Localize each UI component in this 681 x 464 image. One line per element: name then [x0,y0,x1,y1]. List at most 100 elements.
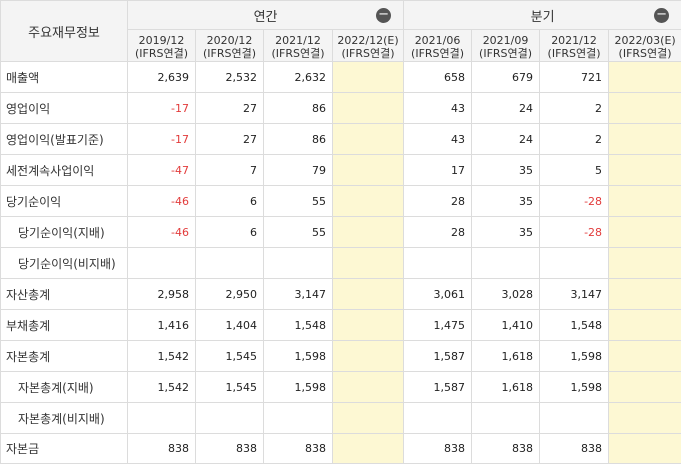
value-cell: 1,618 [472,341,540,372]
value-cell [472,248,540,279]
value-cell: 1,545 [196,372,264,403]
value-cell: 5 [540,155,609,186]
quarter-period-header-estimate: 2022/03(E)(IFRS연결) [609,30,681,62]
period-label: 2022/03(E) [609,34,681,47]
value-cell: -46 [128,217,196,248]
table-row: 자본총계(비지배) [1,403,681,434]
estimate-cell [333,372,404,403]
estimate-cell [609,310,681,341]
value-cell: 86 [264,124,333,155]
period-label: 2022/12(E) [333,34,403,47]
value-cell: 27 [196,93,264,124]
value-cell [196,248,264,279]
row-label: 자본총계(비지배) [1,403,128,434]
value-cell: 55 [264,186,333,217]
row-label: 당기순이익 [1,186,128,217]
annual-period-header: 2020/12(IFRS연결) [196,30,264,62]
value-cell: 2,632 [264,62,333,93]
value-cell: 2 [540,93,609,124]
row-label: 부채총계 [1,310,128,341]
value-cell: 3,147 [540,279,609,310]
value-cell: -28 [540,186,609,217]
estimate-cell [333,186,404,217]
annual-label: 연간 [128,6,403,25]
value-cell [128,248,196,279]
period-label: 2021/12 [264,34,332,47]
value-cell: 2,532 [196,62,264,93]
row-label: 당기순이익(지배) [1,217,128,248]
estimate-cell [609,155,681,186]
value-cell: 1,542 [128,341,196,372]
value-cell: -17 [128,93,196,124]
basis-label: (IFRS연결) [540,47,608,60]
estimate-cell [609,62,681,93]
value-cell: 1,598 [540,372,609,403]
value-cell: 1,548 [540,310,609,341]
row-label: 영업이익 [1,93,128,124]
row-label: 영업이익(발표기준) [1,124,128,155]
period-label: 2020/12 [196,34,263,47]
value-cell: 3,147 [264,279,333,310]
value-cell: 658 [404,62,472,93]
estimate-cell [609,124,681,155]
quarter-period-header: 2021/06(IFRS연결) [404,30,472,62]
period-label: 2021/06 [404,34,471,47]
value-cell: 1,587 [404,372,472,403]
value-cell: -28 [540,217,609,248]
value-cell: 1,598 [264,372,333,403]
quarter-period-header: 2021/12(IFRS연결) [540,30,609,62]
value-cell: 2,639 [128,62,196,93]
annual-collapse-icon[interactable]: − [376,8,391,23]
value-cell: 1,475 [404,310,472,341]
value-cell: 1,416 [128,310,196,341]
value-cell: 721 [540,62,609,93]
value-cell: 2 [540,124,609,155]
estimate-cell [609,341,681,372]
value-cell [540,248,609,279]
basis-label: (IFRS연결) [609,47,681,60]
value-cell: 6 [196,217,264,248]
estimate-cell [333,217,404,248]
table-row: 당기순이익(비지배) [1,248,681,279]
value-cell: 3,028 [472,279,540,310]
row-label: 자본총계(지배) [1,372,128,403]
estimate-cell [333,62,404,93]
estimate-cell [609,403,681,434]
row-label: 자본금 [1,434,128,464]
estimate-cell [609,434,681,464]
value-cell [196,403,264,434]
value-cell [472,403,540,434]
value-cell: 1,598 [540,341,609,372]
estimate-cell [333,434,404,464]
value-cell: 86 [264,93,333,124]
value-cell [264,403,333,434]
row-label: 자본총계 [1,341,128,372]
value-cell: 17 [404,155,472,186]
period-label: 2019/12 [128,34,195,47]
estimate-cell [333,310,404,341]
value-cell: 1,410 [472,310,540,341]
value-cell: -17 [128,124,196,155]
estimate-cell [333,341,404,372]
value-cell [128,403,196,434]
corner-label: 주요재무정보 [1,1,128,62]
value-cell: 1,545 [196,341,264,372]
quarter-collapse-icon[interactable]: − [654,8,669,23]
value-cell: 28 [404,186,472,217]
period-label: 2021/12 [540,34,608,47]
quarter-period-header: 2021/09(IFRS연결) [472,30,540,62]
value-cell: 24 [472,93,540,124]
value-cell: 1,548 [264,310,333,341]
estimate-cell [333,279,404,310]
estimate-cell [609,217,681,248]
period-label: 2021/09 [472,34,539,47]
